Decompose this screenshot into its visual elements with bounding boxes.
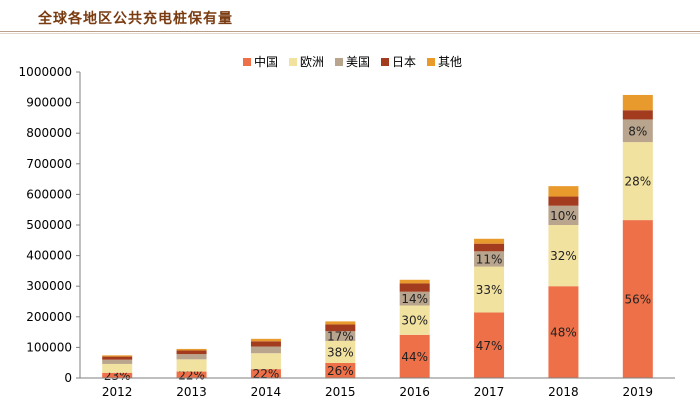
y-tick-label: 200000 bbox=[26, 310, 72, 324]
bar-segment bbox=[622, 119, 653, 143]
bar-segment bbox=[622, 94, 653, 111]
bar-segment bbox=[548, 186, 579, 197]
bar-segment bbox=[325, 331, 356, 341]
y-axis: 0 100000 200000 300000 400000 500000 600000 700… bbox=[19, 65, 81, 385]
legend-swatch bbox=[289, 58, 297, 66]
legend-label: 其他 bbox=[438, 55, 462, 69]
data-label: 48% bbox=[550, 326, 577, 340]
bar-segment bbox=[548, 205, 579, 225]
bar-segment bbox=[102, 359, 133, 364]
legend-label: 美国 bbox=[346, 55, 370, 69]
bar-segment bbox=[622, 142, 653, 221]
bar-segment bbox=[399, 305, 430, 335]
bar-segment bbox=[102, 355, 133, 357]
bar-segment bbox=[325, 340, 356, 364]
y-tick-label: 400000 bbox=[26, 249, 72, 263]
bar-segment bbox=[474, 238, 505, 244]
bar-segment bbox=[548, 286, 579, 378]
data-label: 32% bbox=[550, 249, 577, 263]
y-tick-label: 0 bbox=[64, 371, 72, 385]
x-tick-label: 2016 bbox=[399, 385, 430, 399]
legend-label: 日本 bbox=[392, 55, 416, 69]
bar-segment bbox=[474, 312, 505, 378]
bar-segment bbox=[474, 251, 505, 267]
bar-segment bbox=[250, 341, 281, 347]
y-tick-label: 100000 bbox=[26, 340, 72, 354]
chart-title: 全球各地区公共充电桩保有量 bbox=[38, 11, 233, 27]
data-label: 14% bbox=[401, 292, 428, 306]
bar-segment bbox=[548, 196, 579, 206]
bar-segment bbox=[250, 338, 281, 342]
bar-segment bbox=[176, 359, 207, 372]
y-tick-label: 500000 bbox=[26, 218, 72, 232]
y-tick-label: 1000000 bbox=[19, 65, 72, 79]
bar-segment bbox=[176, 354, 207, 360]
x-axis: 2012 2013 2014 2015 2016 2017 2018 2019 bbox=[80, 377, 675, 399]
x-tick-label: 2019 bbox=[623, 385, 654, 399]
data-label: 44% bbox=[401, 350, 428, 364]
data-label: 22% bbox=[253, 367, 280, 381]
data-label: 11% bbox=[476, 252, 503, 266]
x-tick-label: 2013 bbox=[176, 385, 207, 399]
x-tick-label: 2017 bbox=[474, 385, 505, 399]
bar-segment bbox=[325, 363, 356, 378]
bar-segment bbox=[325, 324, 356, 332]
bar-segment bbox=[622, 110, 653, 120]
bar-segment bbox=[176, 350, 207, 355]
bar-segment bbox=[250, 346, 281, 354]
data-label: 28% bbox=[624, 175, 651, 189]
y-tick-label: 700000 bbox=[26, 157, 72, 171]
data-label: 22% bbox=[178, 368, 205, 382]
data-label: 30% bbox=[401, 314, 428, 328]
bar-segment bbox=[399, 279, 430, 284]
data-label: 56% bbox=[624, 293, 651, 307]
bar-segment bbox=[399, 291, 430, 306]
bar-segment bbox=[176, 348, 207, 351]
bar-segment bbox=[250, 369, 281, 378]
data-label: 33% bbox=[476, 283, 503, 297]
bar-segment bbox=[548, 225, 579, 287]
data-label: 10% bbox=[550, 209, 577, 223]
title-divider-shadow bbox=[0, 33, 700, 34]
x-tick-label: 2015 bbox=[325, 385, 356, 399]
legend-label: 欧洲 bbox=[300, 55, 324, 69]
data-label: 38% bbox=[327, 345, 354, 359]
legend-swatch bbox=[381, 58, 389, 66]
x-tick-label: 2014 bbox=[251, 385, 282, 399]
y-tick-label: 600000 bbox=[26, 187, 72, 201]
data-label: 26% bbox=[327, 364, 354, 378]
title-divider bbox=[0, 31, 700, 32]
bar-segment bbox=[474, 266, 505, 313]
bar-segment bbox=[622, 220, 653, 378]
data-label: 17% bbox=[327, 330, 354, 344]
x-tick-label: 2012 bbox=[102, 385, 133, 399]
y-tick-label: 900000 bbox=[26, 96, 72, 110]
bar-segment bbox=[102, 372, 133, 378]
bar-segment bbox=[399, 283, 430, 292]
bar-segment bbox=[399, 334, 430, 378]
bar-segment bbox=[102, 363, 133, 373]
legend: 中国 欧洲 美国 日本 其他 bbox=[243, 54, 462, 69]
data-label: 47% bbox=[476, 339, 503, 353]
data-label: 8% bbox=[628, 124, 647, 138]
bar-segment bbox=[250, 353, 281, 370]
legend-swatch bbox=[427, 58, 435, 66]
legend-swatch bbox=[243, 58, 251, 66]
legend-swatch bbox=[335, 58, 343, 66]
y-tick-label: 800000 bbox=[26, 126, 72, 140]
x-tick-label: 2018 bbox=[548, 385, 579, 399]
bar-segment bbox=[474, 243, 505, 252]
bar-segment bbox=[325, 321, 356, 325]
legend-label: 中国 bbox=[254, 54, 278, 69]
bar-segment bbox=[102, 356, 133, 360]
bar-segment bbox=[176, 371, 207, 378]
y-tick-label: 300000 bbox=[26, 279, 72, 293]
bars: 23% 22% 22% 26%38%17%44%30%14%47%33%11%48%3… bbox=[102, 94, 653, 383]
